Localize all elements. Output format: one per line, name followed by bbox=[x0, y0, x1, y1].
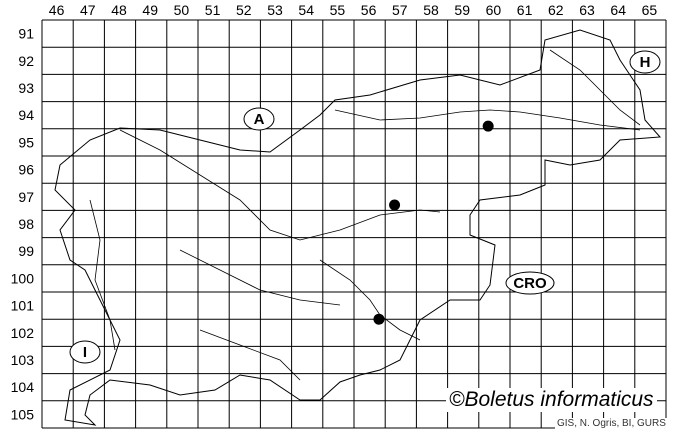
country-label-hungary: H bbox=[640, 54, 651, 71]
country-label-hungary-ellipse bbox=[629, 50, 661, 74]
country-label-austria-ellipse bbox=[243, 107, 275, 131]
row-label: 100 bbox=[11, 270, 35, 286]
column-label: 57 bbox=[392, 2, 408, 18]
row-label: 99 bbox=[18, 243, 34, 259]
column-label: 50 bbox=[174, 2, 190, 18]
record-dot bbox=[373, 313, 385, 325]
row-label: 105 bbox=[11, 406, 35, 422]
column-label: 61 bbox=[517, 2, 533, 18]
column-label: 52 bbox=[236, 2, 252, 18]
column-label: 59 bbox=[454, 2, 470, 18]
column-label: 48 bbox=[111, 2, 127, 18]
row-label: 95 bbox=[18, 134, 34, 150]
column-label: 46 bbox=[49, 2, 65, 18]
river bbox=[319, 259, 421, 341]
river bbox=[119, 129, 441, 241]
row-label: 96 bbox=[18, 162, 34, 178]
river bbox=[334, 109, 641, 131]
row-label: 103 bbox=[11, 352, 35, 368]
row-label: 92 bbox=[18, 53, 34, 69]
river bbox=[549, 49, 641, 126]
row-label: 94 bbox=[18, 107, 34, 123]
river bbox=[199, 329, 301, 381]
column-labels: 46 47 48 49 50 51 52 53 54 55 56 57 58 59 60 61 62 63 64 65 bbox=[49, 2, 658, 18]
column-label: 55 bbox=[330, 2, 346, 18]
row-label: 98 bbox=[18, 216, 34, 232]
rivers bbox=[89, 49, 641, 381]
country-label-italy: I bbox=[83, 344, 87, 361]
country-label-italy-ellipse bbox=[69, 340, 101, 364]
column-label: 64 bbox=[610, 2, 626, 18]
country-labels: A H CRO I bbox=[69, 50, 661, 364]
column-label: 53 bbox=[267, 2, 283, 18]
column-label: 47 bbox=[80, 2, 96, 18]
source-text: GIS, N. Ogris, BI, GURS bbox=[555, 418, 668, 429]
column-label: 56 bbox=[361, 2, 377, 18]
row-labels: 91 92 93 94 95 96 97 98 99 100 101 102 103 104 105 bbox=[11, 26, 35, 423]
row-label: 104 bbox=[11, 379, 35, 395]
column-label: 65 bbox=[642, 2, 658, 18]
country-border bbox=[54, 29, 662, 426]
column-label: 62 bbox=[548, 2, 564, 18]
column-label: 58 bbox=[423, 2, 439, 18]
column-label: 51 bbox=[205, 2, 221, 18]
row-label: 91 bbox=[18, 26, 34, 42]
column-label: 60 bbox=[486, 2, 502, 18]
column-label: 49 bbox=[142, 2, 158, 18]
column-label: 63 bbox=[579, 2, 595, 18]
country-label-austria: A bbox=[254, 111, 265, 128]
row-label: 97 bbox=[18, 189, 34, 205]
row-label: 101 bbox=[11, 298, 35, 314]
record-dot bbox=[389, 199, 401, 211]
river bbox=[179, 249, 341, 306]
records bbox=[373, 120, 494, 325]
river bbox=[89, 199, 116, 351]
column-label: 54 bbox=[298, 2, 314, 18]
row-label: 93 bbox=[18, 80, 34, 96]
country-label-croatia: CRO bbox=[513, 275, 547, 292]
credit-text: ©Boletus informaticus bbox=[446, 388, 657, 412]
country-label-croatia-ellipse bbox=[505, 271, 555, 295]
grid bbox=[41, 19, 667, 429]
record-dot bbox=[482, 120, 494, 132]
row-label: 102 bbox=[11, 325, 35, 341]
